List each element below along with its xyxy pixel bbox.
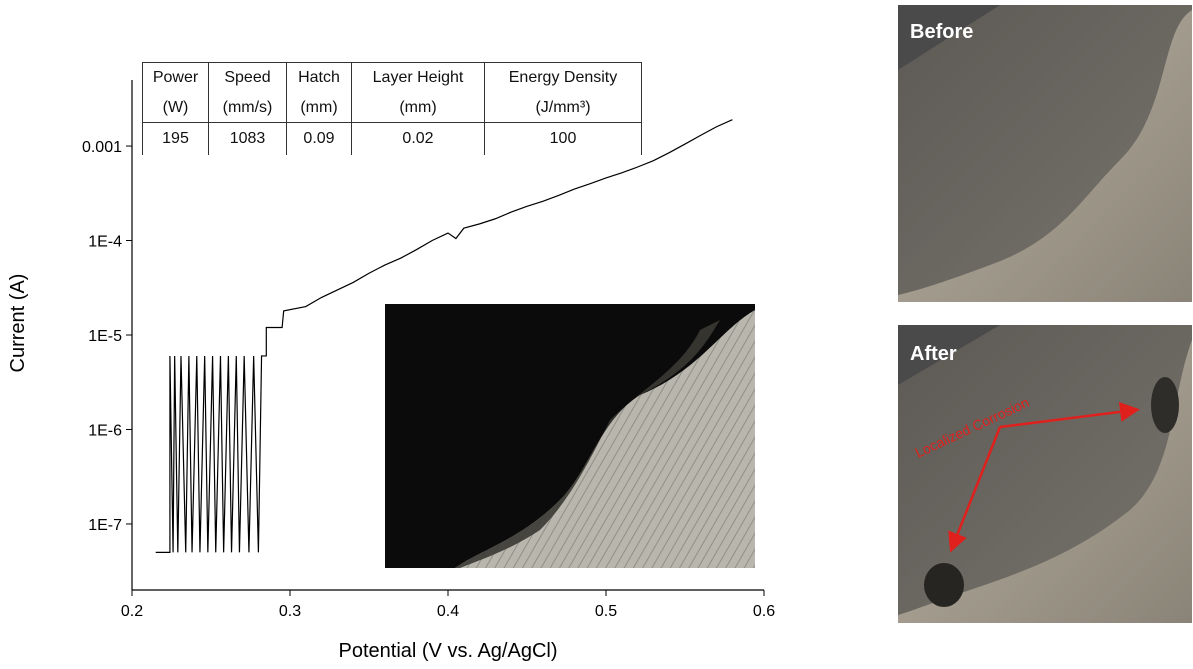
table-cell: 1083 (209, 123, 287, 156)
table-cell: Hatch (287, 63, 352, 94)
table-cell: (J/mm³) (485, 93, 642, 123)
page: {"chart_data": {"type": "line", "xlabel"… (0, 0, 1193, 669)
x-tick-label: 0.6 (753, 603, 775, 620)
table-units: (W)(mm/s)(mm)(mm)(J/mm³) (143, 93, 642, 123)
after-image: After Localized Corrosion (898, 325, 1192, 623)
table-cell: 0.02 (352, 123, 485, 156)
table-cell: 0.09 (287, 123, 352, 156)
x-tick-label: 0.2 (121, 603, 143, 620)
table-cell: Power (143, 63, 209, 94)
table-cell: (W) (143, 93, 209, 123)
y-tick-label: 1E-5 (88, 328, 122, 345)
inset-image (385, 304, 755, 568)
x-tick-label: 0.4 (437, 603, 459, 620)
table-cell: Layer Height (352, 63, 485, 94)
table-cell: Speed (209, 63, 287, 94)
table-cell: Energy Density (485, 63, 642, 94)
table-cell: (mm/s) (209, 93, 287, 123)
y-tick-label: 0.001 (82, 139, 122, 156)
before-image: Before (898, 5, 1192, 302)
y-tick-label: 1E-7 (88, 517, 122, 534)
table-cell: 100 (485, 123, 642, 156)
y-tick-label: 1E-6 (88, 422, 122, 439)
after-label: After (910, 343, 957, 365)
y-tick-label: 1E-4 (88, 234, 122, 251)
x-axis-title: Potential (V vs. Ag/AgCl) (339, 640, 558, 662)
x-tick-label: 0.3 (279, 603, 301, 620)
table-cell: (mm) (287, 93, 352, 123)
before-label: Before (910, 21, 973, 43)
x-tick-label: 0.5 (595, 603, 617, 620)
table-cell: (mm) (352, 93, 485, 123)
table-cell: 195 (143, 123, 209, 156)
y-axis-title: Current (A) (7, 274, 29, 373)
